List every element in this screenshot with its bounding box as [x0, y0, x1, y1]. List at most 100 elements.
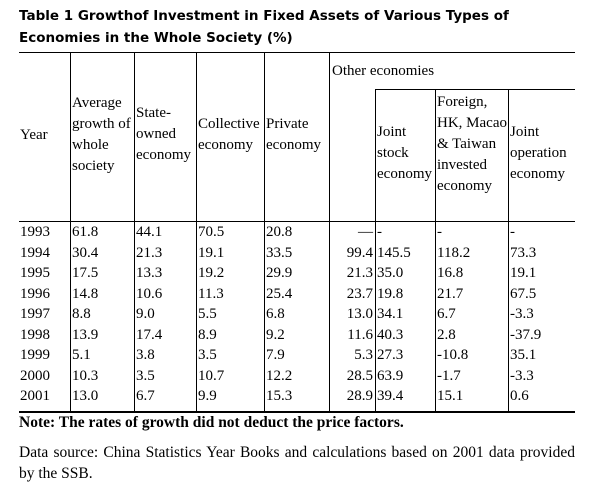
- table-cell: 12.2: [266, 367, 293, 384]
- table-cell: 44.1: [136, 224, 163, 240]
- table-cell: —: [358, 224, 373, 240]
- row-year-cell: 1998: [20, 326, 50, 343]
- column-divider: [196, 52, 197, 412]
- table-cell: 29.9: [266, 265, 293, 281]
- table-cell: 13.3: [136, 265, 163, 281]
- table-cell: 23.7: [346, 285, 373, 302]
- header-other-economies: Other economies: [332, 63, 435, 79]
- header-foreign-invested: Foreign, HK, Macao & Taiwan invested eco…: [437, 94, 507, 194]
- header-average-growth: Average growth of whole society: [72, 95, 131, 174]
- column-divider: [508, 89, 509, 412]
- table-cell: 2.8: [437, 326, 456, 343]
- row-year-cell: 1999: [20, 347, 50, 363]
- table-cell: 17.5: [72, 265, 99, 281]
- table-cell: -3.3: [510, 367, 534, 384]
- table-cell: 19.1: [510, 265, 537, 281]
- table-cell: -3.3: [510, 306, 534, 322]
- table-cell: 39.4: [377, 388, 404, 404]
- header-joint-operation: Joint operation economy: [510, 124, 567, 182]
- table-cell: 30.4: [72, 244, 99, 261]
- table-cell: 3.8: [136, 347, 155, 363]
- table-cell: -10.8: [437, 347, 469, 363]
- table-cell: 19.1: [198, 244, 225, 261]
- table-cell: 15.1: [437, 388, 464, 404]
- table-cell: 13.0: [72, 388, 99, 404]
- table-cell: 28.5: [346, 367, 373, 384]
- table-cell: 6.8: [266, 306, 285, 322]
- table-cell: 35.1: [510, 347, 537, 363]
- table-cell: -: [377, 224, 382, 240]
- table-cell: 73.3: [510, 244, 537, 261]
- table-cell: 20.8: [266, 224, 293, 240]
- table-cell: 19.2: [198, 265, 225, 281]
- row-year-cell: 1993: [20, 224, 50, 240]
- table-cell: 5.1: [72, 347, 91, 363]
- table-cell: 63.9: [377, 367, 404, 384]
- table-cell: 6.7: [136, 388, 155, 404]
- table-cell: 33.5: [266, 244, 293, 261]
- table-cell: 11.6: [347, 326, 373, 343]
- row-year-cell: 1995: [20, 265, 50, 281]
- table-cell: 10.7: [198, 367, 225, 384]
- table-cell: 27.3: [377, 347, 404, 363]
- table-cell: 7.9: [266, 347, 285, 363]
- table-cell: 10.6: [136, 285, 163, 302]
- table-cell: 11.3: [198, 285, 224, 302]
- table-cell: 25.4: [266, 285, 293, 302]
- row-year-cell: 1994: [20, 244, 50, 261]
- table-cell: 15.3: [266, 388, 293, 404]
- column-divider: [329, 52, 330, 412]
- table-cell: 3.5: [136, 367, 155, 384]
- table-cell: 8.8: [72, 306, 91, 322]
- table-cell: 9.2: [266, 326, 285, 343]
- header-state-owned: State-owned economy: [136, 105, 191, 163]
- row-year-cell: 1997: [20, 306, 50, 322]
- table-cell: -: [437, 224, 442, 240]
- table-cell: 8.9: [198, 326, 217, 343]
- table-cell: 21.7: [437, 285, 464, 302]
- table-cell: 13.0: [346, 306, 373, 322]
- other-economies-underline: [375, 89, 575, 90]
- table-cell: 0.6: [510, 388, 529, 404]
- table-bottom-rule: [19, 411, 575, 413]
- row-year-cell: 1996: [20, 285, 50, 302]
- table-cell: -: [510, 224, 515, 240]
- table-cell: 35.0: [377, 265, 404, 281]
- table-cell: 17.4: [136, 326, 163, 343]
- table-cell: 67.5: [510, 285, 537, 302]
- table-cell: 28.9: [346, 388, 373, 404]
- table-cell: 99.4: [346, 244, 373, 261]
- column-divider: [264, 52, 265, 412]
- table-cell: 21.3: [136, 244, 163, 261]
- table-cell: 34.1: [377, 306, 404, 322]
- top-rule: [19, 52, 575, 53]
- table-cell: 118.2: [437, 244, 471, 261]
- row-year-cell: 2001: [20, 388, 50, 404]
- table-cell: -1.7: [437, 367, 461, 384]
- table-cell: 3.5: [198, 347, 217, 363]
- table-cell: 10.3: [72, 367, 99, 384]
- column-divider: [435, 89, 436, 412]
- table-cell: 70.5: [198, 224, 225, 240]
- header-bottom-rule: [19, 221, 575, 222]
- table-cell: 61.8: [72, 224, 99, 240]
- table-cell: 13.9: [72, 326, 99, 343]
- header-joint-stock: Joint stock economy: [377, 124, 432, 182]
- table-cell: 5.3: [354, 347, 373, 363]
- table-cell: 40.3: [377, 326, 404, 343]
- table-note: Note: The rates of growth did not deduct…: [19, 414, 404, 431]
- table-cell: -37.9: [510, 326, 542, 343]
- table-cell: 19.8: [377, 285, 404, 302]
- header-private: Private economy: [266, 116, 321, 153]
- row-year-cell: 2000: [20, 367, 50, 384]
- table-cell: 14.8: [72, 285, 99, 302]
- table-cell: 16.8: [437, 265, 464, 281]
- table-cell: 9.0: [136, 306, 155, 322]
- column-divider: [375, 89, 376, 412]
- table-title: Table 1 Growthof Investment in Fixed Ass…: [19, 8, 509, 46]
- column-divider: [134, 52, 135, 412]
- table-cell: 21.3: [346, 265, 373, 281]
- column-divider: [70, 52, 71, 412]
- header-collective: Collective economy: [198, 116, 260, 153]
- table-cell: 6.7: [437, 306, 456, 322]
